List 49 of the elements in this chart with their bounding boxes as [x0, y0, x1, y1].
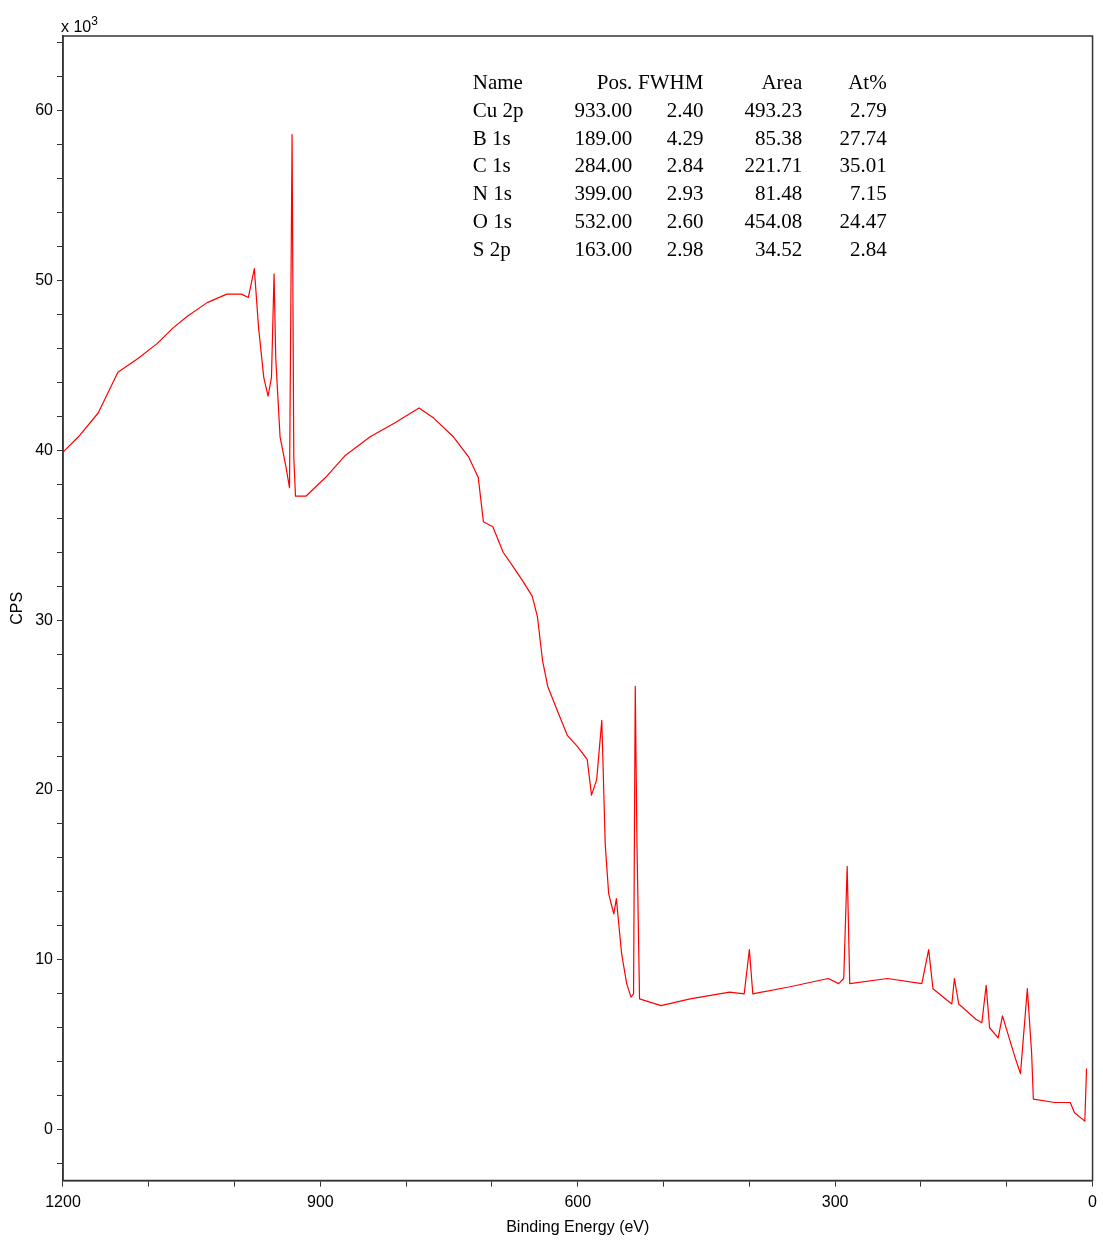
annotation: 2.40 — [666, 97, 704, 122]
y-axis-title: CPS — [8, 591, 26, 625]
annotation: 163.00 — [574, 236, 633, 261]
annotation: 2.84 — [849, 236, 888, 261]
annotation: 2.93 — [666, 181, 704, 206]
annotation: Area — [761, 70, 803, 94]
y-tick-label: 0 — [44, 1120, 54, 1138]
y-tick-label: 60 — [35, 101, 54, 119]
annotation: 399.00 — [574, 181, 633, 206]
annotation: Pos. — [596, 70, 633, 94]
annotation: 454.08 — [744, 209, 803, 233]
annotation: 35.01 — [839, 153, 887, 178]
annotation: C 1s — [472, 153, 511, 178]
annotation: 81.48 — [754, 181, 803, 206]
y-tick-label: 30 — [35, 610, 54, 628]
annotation: 27.74 — [839, 125, 888, 150]
annotation: Name — [472, 70, 523, 94]
x-tick-label: 0 — [1088, 1192, 1098, 1210]
annotation: 221.71 — [744, 153, 803, 178]
annotation: Cu 2p — [472, 97, 524, 122]
annotation: 284.00 — [574, 153, 633, 178]
annotation: 933.00 — [574, 97, 633, 122]
annotation: 34.52 — [754, 236, 803, 261]
annotation: B 1s — [472, 125, 511, 150]
x-tick-label: 900 — [307, 1192, 334, 1210]
annotation: N 1s — [472, 181, 512, 206]
annotation: 2.60 — [666, 209, 704, 233]
annotation: O 1s — [472, 209, 512, 233]
annotation: 85.38 — [754, 125, 803, 150]
annotation: 7.15 — [849, 181, 887, 206]
annotation: 24.47 — [839, 209, 887, 233]
x-tick-label: 600 — [564, 1192, 592, 1210]
annotation: 2.84 — [666, 153, 704, 178]
annotation: 532.00 — [574, 209, 633, 233]
annotation: S 2p — [472, 236, 511, 261]
annotation: 2.79 — [849, 97, 887, 122]
annotation: 493.23 — [744, 97, 803, 122]
y-tick-label: 50 — [35, 270, 54, 288]
annotation: 189.00 — [574, 125, 633, 150]
y-tick-label: 10 — [35, 950, 54, 968]
annotation: FWHM — [638, 70, 704, 94]
annotation: 2.98 — [666, 236, 704, 261]
x-tick-label: 1200 — [45, 1192, 81, 1210]
y-tick-label: 40 — [35, 440, 54, 458]
annotation: 4.29 — [666, 125, 704, 150]
x-tick-label: 300 — [821, 1192, 849, 1210]
annotation: At% — [848, 70, 887, 94]
x-axis-title: Binding Energy (eV) — [506, 1217, 650, 1235]
y-tick-label: 20 — [35, 780, 54, 798]
